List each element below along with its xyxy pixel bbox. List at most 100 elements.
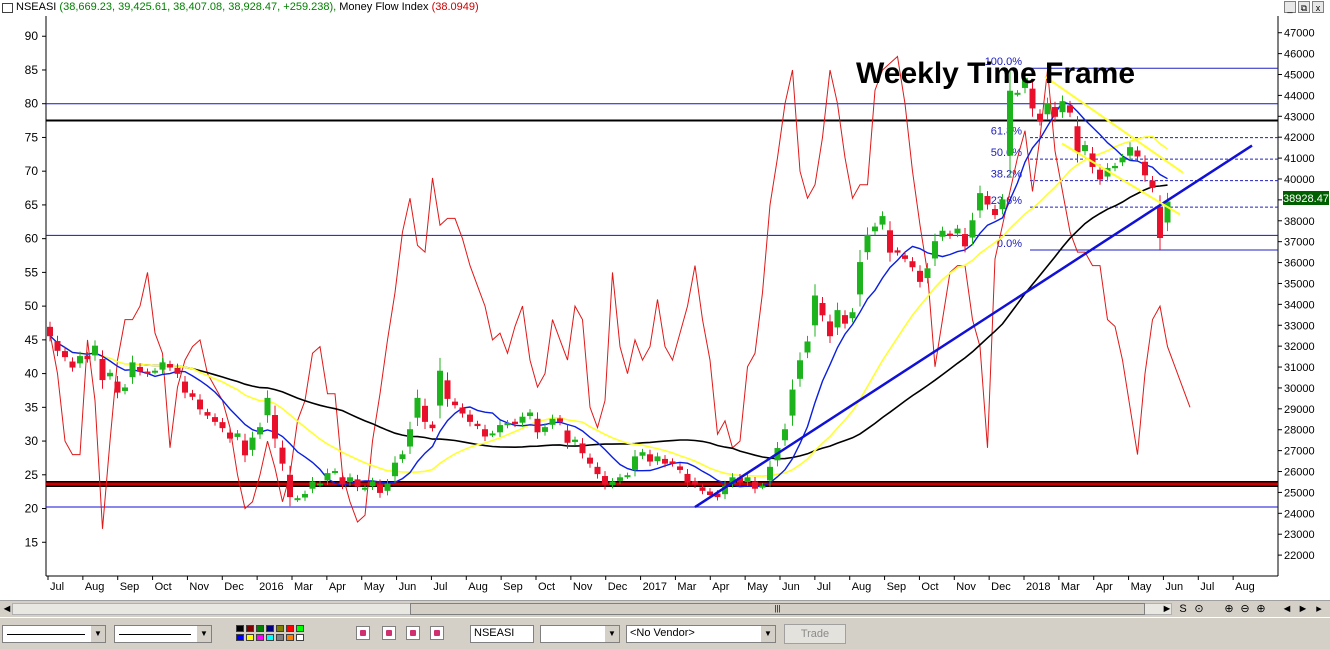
candle: [992, 204, 998, 220]
color-swatch[interactable]: [246, 634, 254, 641]
symbol-input[interactable]: NSEASI: [470, 625, 534, 643]
candle-body: [399, 454, 406, 460]
color-swatch[interactable]: [286, 634, 294, 641]
money-flow-index-layer: [49, 55, 1191, 529]
right-axis-tick-label: 36000: [1284, 258, 1315, 270]
color-swatch[interactable]: [236, 625, 244, 632]
drawing-tool-icon[interactable]: [406, 626, 420, 640]
candle: [549, 414, 556, 429]
candle-body: [414, 397, 421, 418]
title-indicator-name: Money Flow Index: [339, 1, 429, 13]
candle: [47, 321, 53, 342]
candle-body: [864, 234, 871, 253]
trade-button[interactable]: Trade: [784, 624, 846, 644]
color-swatch[interactable]: [256, 625, 264, 632]
color-swatch[interactable]: [286, 625, 294, 632]
candle-body: [122, 387, 128, 391]
candle-body: [84, 355, 91, 360]
zoom-out-button[interactable]: ⊖: [1240, 603, 1250, 615]
line-style-select[interactable]: ▼: [114, 625, 212, 643]
color-palette[interactable]: [236, 625, 328, 643]
zoom-reset-button[interactable]: ⊙: [1194, 603, 1204, 615]
candle-body: [144, 371, 151, 374]
candle: [437, 357, 443, 419]
color-swatch[interactable]: [276, 634, 284, 641]
color-swatch[interactable]: [296, 634, 304, 641]
x-axis-label: May: [364, 581, 385, 593]
close-button[interactable]: x: [1312, 1, 1324, 13]
candle: [857, 250, 863, 307]
x-axis-label: Mar: [294, 581, 313, 593]
candle-body: [1037, 113, 1043, 121]
color-swatch[interactable]: [256, 634, 264, 641]
fib-level-label: 100.0%: [985, 56, 1023, 68]
candle: [744, 473, 751, 486]
candle: [1149, 176, 1156, 193]
candle: [302, 490, 308, 501]
candle: [999, 194, 1006, 215]
candle-body: [1059, 101, 1066, 113]
drawing-tool-icon[interactable]: [382, 626, 396, 640]
candle: [879, 211, 886, 230]
scroll-thumb[interactable]: |||: [410, 603, 1145, 615]
x-axis-label: Aug: [468, 581, 488, 593]
candle-body: [482, 429, 488, 437]
nav-end-button[interactable]: ▸: [1316, 603, 1322, 615]
candle: [587, 453, 593, 468]
color-swatch[interactable]: [296, 625, 304, 632]
candle: [1127, 142, 1133, 161]
scroll-left-button[interactable]: ◄: [1, 603, 13, 615]
restore-button[interactable]: ⧉: [1298, 1, 1310, 13]
x-axis-label: Sep: [887, 581, 907, 593]
nav-back-button[interactable]: ◄: [1281, 603, 1293, 615]
zoom-in-button[interactable]: ⊕: [1224, 603, 1234, 615]
x-axis-label: 2016: [259, 581, 283, 593]
x-axis-label: 2018: [1026, 581, 1050, 593]
candle-body: [174, 367, 181, 374]
watchlist-select[interactable]: ▼: [540, 625, 620, 643]
color-swatch[interactable]: [236, 634, 244, 641]
candle-body: [684, 473, 691, 483]
drawing-tool-icon[interactable]: [356, 626, 370, 640]
candle: [639, 448, 646, 460]
chart-area[interactable]: 100.0% 61.8% 50.0% 38.2% 23.6% 0.0% 15 20 25 30 3…: [0, 16, 1330, 600]
candle-body: [1119, 157, 1126, 163]
candle-body: [834, 310, 841, 328]
candle: [497, 420, 503, 437]
drawing-tool-icon[interactable]: [430, 626, 444, 640]
x-axis-label: Aug: [852, 581, 872, 593]
candle: [1052, 101, 1058, 123]
candle: [287, 465, 293, 507]
line-width-select[interactable]: ▼: [2, 625, 106, 643]
candle: [114, 375, 121, 399]
candle-body: [917, 270, 923, 282]
color-swatch[interactable]: [276, 625, 284, 632]
candle-body: [159, 362, 166, 370]
color-swatch[interactable]: [266, 625, 274, 632]
candle-body: [504, 422, 511, 426]
candle-body: [452, 401, 458, 406]
zoom-fit-button[interactable]: ⊕: [1256, 603, 1266, 615]
left-axis-tick-label: 40: [25, 367, 39, 381]
color-swatch[interactable]: [246, 625, 254, 632]
candle: [407, 421, 413, 455]
color-swatch[interactable]: [266, 634, 274, 641]
right-axis-tick-label: 34000: [1284, 299, 1315, 311]
candle: [1134, 146, 1141, 161]
scale-button[interactable]: S: [1179, 603, 1187, 615]
scroll-right-button[interactable]: ►: [1161, 603, 1173, 615]
candle: [122, 384, 128, 395]
candle: [279, 440, 286, 471]
minimize-button[interactable]: _: [1284, 1, 1296, 13]
candle: [519, 412, 526, 427]
horizontal-scrollbar[interactable]: ◄ ||| ► S ⊙ ⊕ ⊖ ⊕ ◄ ► ▸: [0, 600, 1330, 617]
vendor-select[interactable]: <No Vendor> ▼: [626, 625, 776, 643]
candle-body: [1142, 161, 1148, 176]
nav-forward-button[interactable]: ►: [1297, 603, 1309, 615]
candle-body: [422, 405, 428, 422]
candle-body: [639, 452, 646, 456]
candle-body: [1164, 201, 1171, 223]
candle-body: [1112, 165, 1118, 169]
left-axis-tick-label: 20: [25, 502, 39, 516]
candle-body: [92, 345, 98, 356]
